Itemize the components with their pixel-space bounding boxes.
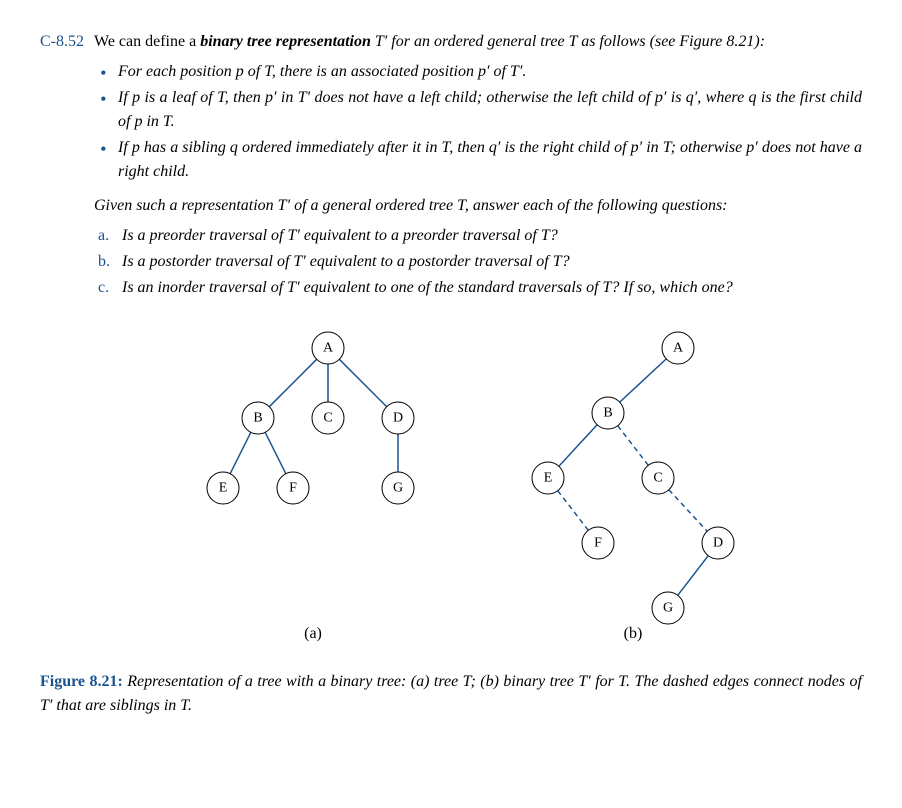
question-text: Is a preorder traversal of T′ equivalent… <box>122 227 558 244</box>
tree-node-label: C <box>323 411 332 426</box>
tree-node-label: B <box>253 411 262 426</box>
tree-edge <box>620 359 667 402</box>
tree-node-label: G <box>663 601 673 616</box>
figure-label: Figure 8.21: <box>40 673 123 690</box>
intro-text: We can define a binary tree representati… <box>94 30 862 54</box>
problem-number: C-8.52 <box>40 30 84 54</box>
figure-container: A B C D E F G A B E C F D G (a) (b) <box>94 318 862 648</box>
problem-block: C-8.52 We can define a binary tree repre… <box>40 30 862 658</box>
tree-edge <box>265 432 286 473</box>
question-list: a. Is a preorder traversal of T′ equival… <box>94 224 862 300</box>
figure-caption-text: Representation of a tree with a binary t… <box>40 673 862 714</box>
tree-node-label: D <box>393 411 403 426</box>
bullet-item: For each position p of T, there is an as… <box>118 60 862 84</box>
tree-edge <box>678 556 708 596</box>
bullet-item: If p has a sibling q ordered immediately… <box>118 136 862 184</box>
tree-edge <box>618 426 648 466</box>
intro-after-term: T′ <box>371 33 387 50</box>
tree-edge <box>558 491 588 531</box>
tree-edge <box>669 490 707 531</box>
figure-caption: Figure 8.21: Representation of a tree wi… <box>40 670 862 718</box>
tree-edge <box>269 359 316 406</box>
question-label: a. <box>98 224 109 248</box>
bullet-item: If p is a leaf of T, then p′ in T′ does … <box>118 86 862 134</box>
given-text: Given such a representation T′ of a gene… <box>94 194 862 218</box>
subfigure-label-a: (a) <box>304 625 322 642</box>
bullet-list: For each position p of T, there is an as… <box>94 60 862 184</box>
tree-node-label: C <box>653 471 662 486</box>
question-item: c. Is an inorder traversal of T′ equival… <box>122 276 862 300</box>
figure-svg: A B C D E F G A B E C F D G (a) (b) <box>178 318 778 648</box>
question-item: a. Is a preorder traversal of T′ equival… <box>122 224 862 248</box>
problem-body: We can define a binary tree representati… <box>94 30 862 658</box>
question-text: Is a postorder traversal of T′ equivalen… <box>122 253 570 270</box>
question-item: b. Is a postorder traversal of T′ equiva… <box>122 250 862 274</box>
question-label: b. <box>98 250 110 274</box>
tree-node-label: A <box>323 341 334 356</box>
tree-node-label: F <box>594 536 602 551</box>
tree-edge <box>230 432 251 473</box>
tree-node-label: G <box>393 481 403 496</box>
intro-before: We can define a <box>94 33 200 50</box>
tree-edge <box>339 359 386 406</box>
tree-node-label: A <box>673 341 684 356</box>
tree-node-label: E <box>544 471 553 486</box>
subfigure-label-b: (b) <box>624 625 643 642</box>
tree-node-label: B <box>603 406 612 421</box>
tree-node-label: D <box>713 536 723 551</box>
intro-term: binary tree representation <box>200 33 371 50</box>
question-label: c. <box>98 276 109 300</box>
question-text: Is an inorder traversal of T′ equivalent… <box>122 279 733 296</box>
tree-node-label: E <box>219 481 228 496</box>
intro-rest: for an ordered general tree T as follows… <box>387 33 765 50</box>
tree-edge <box>559 425 597 466</box>
tree-node-label: F <box>289 481 297 496</box>
